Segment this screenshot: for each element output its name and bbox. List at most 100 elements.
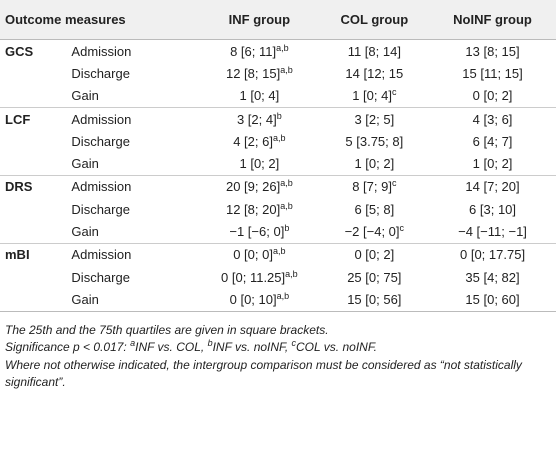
value-cell: 6 [3; 10] bbox=[429, 198, 556, 220]
cell-value: 11 [8; 14] bbox=[347, 43, 401, 59]
time-label: Gain bbox=[71, 156, 99, 172]
cell-value: −4 [−11; −1] bbox=[458, 224, 527, 240]
cell-value: 1 [0; 4] bbox=[239, 88, 280, 104]
table-row: mBI Admission 0 [0; 0]a,b 0 [0; 2] 0 [0; 17.… bbox=[0, 242, 556, 266]
cell-value: 15 [0; 60] bbox=[465, 291, 520, 307]
note: Significance p < 0.017: aINF vs. COL, bI… bbox=[5, 339, 551, 357]
time-label: Discharge bbox=[71, 133, 130, 149]
group-label: mBI bbox=[0, 242, 70, 266]
table-row: Discharge 12 [8; 15]a,b 14 [12; 15 15 [11; … bbox=[0, 62, 556, 84]
note-text: COL vs. noINF. bbox=[296, 340, 377, 355]
table-row: DRS Admission 20 [9; 26]a,b 8 [7; 9]c 14 [7;… bbox=[0, 174, 556, 199]
group-cell bbox=[0, 85, 69, 108]
value-cell: −4 [−11; −1] bbox=[429, 220, 556, 243]
value-cell: −2 [−4; 0]c bbox=[320, 220, 429, 243]
value-cell: 1 [0; 2] bbox=[320, 152, 429, 175]
cell-value: 0 [0; 11.25] bbox=[221, 269, 286, 285]
value-cell: 3 [2; 5] bbox=[319, 106, 430, 131]
table-row: Discharge 12 [8; 20]a,b 6 [5; 8] 6 [3; 10] bbox=[0, 198, 556, 220]
value-cell: 13 [8; 15] bbox=[429, 39, 556, 63]
value-cell: 0 [0; 11.25]a,b bbox=[199, 266, 319, 288]
time-label: Discharge bbox=[71, 201, 130, 217]
table-row: Gain 1 [0; 2] 1 [0; 2] 1 [0; 2] bbox=[0, 152, 556, 175]
group-cell bbox=[0, 130, 69, 152]
value-cell: 35 [4; 82] bbox=[429, 266, 556, 288]
column-header: Outcome measures bbox=[0, 0, 200, 40]
group-cell bbox=[0, 152, 69, 175]
group-label: GCS bbox=[0, 39, 70, 63]
time-label: Admission bbox=[69, 39, 200, 63]
note-text: INF vs. noINF, bbox=[212, 340, 292, 355]
note: Where not otherwise indicated, the inter… bbox=[5, 357, 522, 390]
time-label: Gain bbox=[71, 88, 99, 104]
cell-value: 0 [0; 17.75] bbox=[460, 247, 526, 263]
value-cell: 15 [0; 56] bbox=[319, 288, 430, 312]
significance-mark: c bbox=[391, 87, 397, 98]
value-cell: −1 [−6; 0]b bbox=[199, 220, 319, 243]
group-cell bbox=[0, 288, 70, 312]
table-row: Gain 0 [0; 10]a,b 15 [0; 56] 15 [0; 60] bbox=[0, 288, 556, 312]
cell-value: −1 [−6; 0] bbox=[229, 224, 285, 240]
significance-mark: b bbox=[284, 223, 290, 234]
significance-mark: c bbox=[391, 178, 397, 189]
table-row: GCS Admission 8 [6; 11]a,b 11 [8; 14] 13 [8;… bbox=[0, 39, 556, 63]
group-cell bbox=[0, 198, 69, 220]
significance-mark: a,b bbox=[272, 246, 286, 257]
value-cell: 1 [0; 2] bbox=[199, 152, 319, 175]
time-label: Admission bbox=[69, 174, 200, 199]
cell-value: 3 [2; 5] bbox=[354, 111, 395, 127]
value-cell: 14 [7; 20] bbox=[429, 174, 556, 199]
value-cell: 15 [0; 60] bbox=[429, 288, 556, 312]
significance-mark: a,b bbox=[280, 64, 293, 75]
value-cell: 25 [0; 75] bbox=[320, 266, 429, 288]
cell-value: 1 [0; 4] bbox=[352, 88, 392, 104]
value-cell: 8 [7; 9]c bbox=[319, 174, 430, 199]
value-cell: 3 [2; 4]b bbox=[199, 106, 320, 131]
cell-value: −2 [−4; 0] bbox=[344, 224, 400, 240]
time-label: Admission bbox=[69, 242, 200, 266]
value-cell: 12 [8; 20]a,b bbox=[199, 198, 319, 220]
outcome-table: Outcome measures INF group COL group NoINF … bbox=[0, 0, 556, 312]
value-cell: 5 [3.75; 8] bbox=[320, 130, 429, 152]
cell-value: 15 [0; 56] bbox=[347, 291, 402, 307]
cell-value: 0 [0; 0] bbox=[233, 247, 273, 263]
cell-value: 0 [0; 2] bbox=[472, 88, 513, 104]
time-label: Discharge bbox=[71, 65, 130, 81]
value-cell: 14 [12; 15 bbox=[320, 62, 429, 84]
cell-value: 4 [2; 6] bbox=[233, 133, 273, 149]
column-header: NoINF group bbox=[429, 0, 556, 40]
cell-value: 12 [8; 20] bbox=[225, 201, 281, 217]
value-cell: 1 [0; 4] bbox=[199, 85, 319, 108]
group-label: LCF bbox=[0, 106, 70, 131]
column-header: COL group bbox=[319, 0, 430, 40]
time-label: Discharge bbox=[71, 269, 130, 285]
group-cell bbox=[0, 62, 69, 84]
value-cell: 0 [0; 10]a,b bbox=[199, 288, 320, 312]
cell-value: 12 [8; 15] bbox=[225, 65, 281, 81]
value-cell: 11 [8; 14] bbox=[319, 39, 430, 63]
value-cell: 0 [0; 2] bbox=[429, 85, 556, 108]
cell-value: 4 [3; 6] bbox=[472, 111, 513, 127]
cell-value: 8 [6; 11] bbox=[230, 43, 277, 59]
value-cell: 4 [3; 6] bbox=[429, 106, 556, 131]
significance-mark: a,b bbox=[280, 200, 293, 211]
column-header: INF group bbox=[199, 0, 320, 40]
cell-value: 35 [4; 82] bbox=[465, 269, 520, 285]
cell-value: 0 [0; 10] bbox=[229, 291, 277, 307]
significance-mark: a,b bbox=[276, 290, 290, 301]
value-cell: 20 [9; 26]a,b bbox=[199, 174, 320, 199]
note-sup: a bbox=[130, 338, 136, 349]
cell-value: 13 [8; 15] bbox=[465, 43, 520, 59]
significance-mark: a,b bbox=[280, 178, 293, 189]
group-cell bbox=[0, 220, 69, 243]
time-label: Gain bbox=[71, 224, 99, 240]
cell-value: 1 [0; 2] bbox=[472, 156, 513, 172]
table-row: Discharge 0 [0; 11.25]a,b 25 [0; 75] 35 [4;… bbox=[0, 266, 556, 288]
value-cell: 1 [0; 2] bbox=[429, 152, 556, 175]
table-row: Discharge 4 [2; 6]a,b 5 [3.75; 8] 6 [4; 7] bbox=[0, 130, 556, 152]
table-row: Gain −1 [−6; 0]b −2 [−4; 0]c −4 [−11; −1] bbox=[0, 220, 556, 243]
cell-value: 14 [7; 20] bbox=[465, 179, 520, 195]
group-label: DRS bbox=[0, 174, 70, 199]
time-label: Gain bbox=[69, 288, 200, 312]
